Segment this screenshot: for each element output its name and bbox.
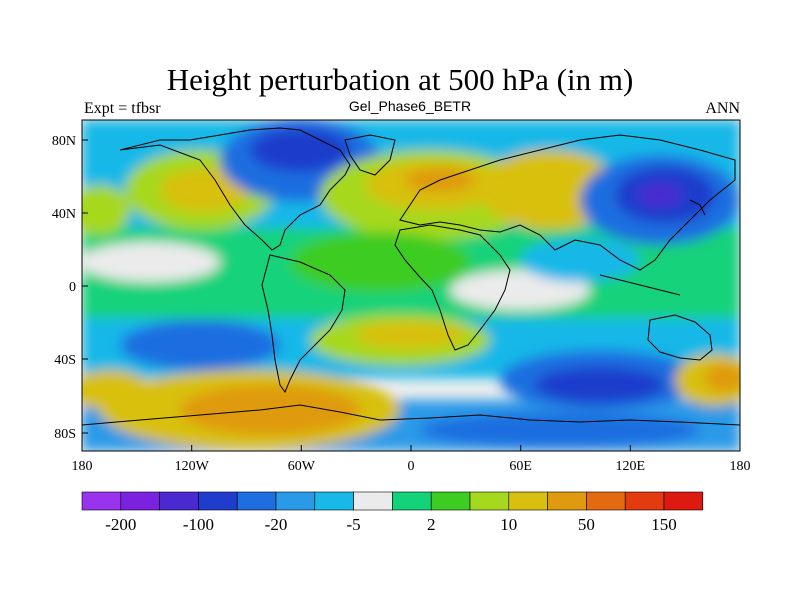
lon-tick-label: 180 xyxy=(72,459,93,474)
colorbar-swatch xyxy=(314,491,354,511)
colorbar-swatch xyxy=(120,491,160,511)
colorbar-swatch xyxy=(430,491,471,511)
field-sh-indian-low-core xyxy=(535,367,665,403)
colorbar xyxy=(81,491,704,511)
lon-tick-label: 60W xyxy=(288,459,316,474)
colorbar-swatch xyxy=(469,491,510,511)
lat-tick-label: 40S xyxy=(54,353,76,368)
field-sh-west-high xyxy=(82,370,150,410)
colorbar-swatch xyxy=(624,491,665,511)
colorbar-swatch xyxy=(198,491,238,511)
colorbar-label: 50 xyxy=(578,515,595,534)
colorbar-swatch xyxy=(547,491,587,511)
experiment-label: Expt = tfbsr xyxy=(84,100,161,117)
field-sh-east-high-core xyxy=(705,364,740,392)
field-atlantic-tropics xyxy=(290,232,470,292)
field-tropical-low xyxy=(520,238,640,282)
colorbar-swatch xyxy=(353,491,393,511)
lon-tick-label: 120W xyxy=(175,459,210,474)
lat-axis xyxy=(82,139,88,434)
colorbar-label: -100 xyxy=(183,515,214,534)
coast-south-america xyxy=(261,254,346,394)
colorbar-label: 10 xyxy=(500,515,517,534)
colorbar-swatch xyxy=(508,491,548,511)
coast-australia xyxy=(647,314,713,361)
lat-tick-label: 0 xyxy=(69,280,76,295)
colorbar-label: 2 xyxy=(427,515,436,534)
lon-tick-label: 60E xyxy=(509,459,532,474)
field-pacific-tropics xyxy=(82,242,220,282)
height-field xyxy=(82,120,740,451)
colorbar-swatch xyxy=(586,491,626,511)
coast-japan xyxy=(689,199,706,216)
coast-antarctica xyxy=(82,404,740,426)
season-label: ANN xyxy=(705,100,740,117)
coast-africa xyxy=(394,224,511,351)
field-canada-low-core xyxy=(250,128,350,172)
lat-tick-label: 40N xyxy=(52,207,76,222)
colorbar-swatch xyxy=(275,491,316,511)
field-sh-pacific-low xyxy=(120,320,280,370)
lon-tick-label: 120E xyxy=(616,459,646,474)
colorbar-swatch xyxy=(663,491,704,511)
field-nwpac-low-peak xyxy=(638,183,682,207)
lon-tick-label: 180 xyxy=(730,459,751,474)
lat-tick-label: 80N xyxy=(52,134,76,149)
colorbar-swatch xyxy=(236,491,277,511)
colorbar-swatch xyxy=(81,491,122,511)
field-antarctic-low xyxy=(420,412,700,448)
colorbar-swatch xyxy=(392,491,432,511)
lon-axis xyxy=(81,445,741,451)
coast-greenland xyxy=(344,134,396,176)
colorbar-swatch xyxy=(159,491,199,511)
coast-indonesia xyxy=(599,274,681,296)
field-npac-west-high xyxy=(82,185,130,235)
colorbar-label: 150 xyxy=(651,515,677,534)
case-label: Gel_Phase6_BETR xyxy=(348,98,472,114)
colorbar-label: -5 xyxy=(347,515,361,534)
map-panel xyxy=(81,119,741,452)
plot-title: Height perturbation at 500 hPa (in m) xyxy=(166,62,634,97)
field-sh-atlantic-high-core xyxy=(355,321,465,349)
colorbar-label: -200 xyxy=(105,515,136,534)
lon-tick-label: 0 xyxy=(408,459,415,474)
field-sh-pacific-high-core xyxy=(180,385,360,435)
coast-eurasia xyxy=(399,134,736,271)
lat-tick-label: 80S xyxy=(54,427,76,442)
colorbar-label: -20 xyxy=(265,515,288,534)
coast-north-america xyxy=(119,127,351,251)
coastlines xyxy=(82,127,740,426)
field-indian-tropics xyxy=(450,270,590,310)
